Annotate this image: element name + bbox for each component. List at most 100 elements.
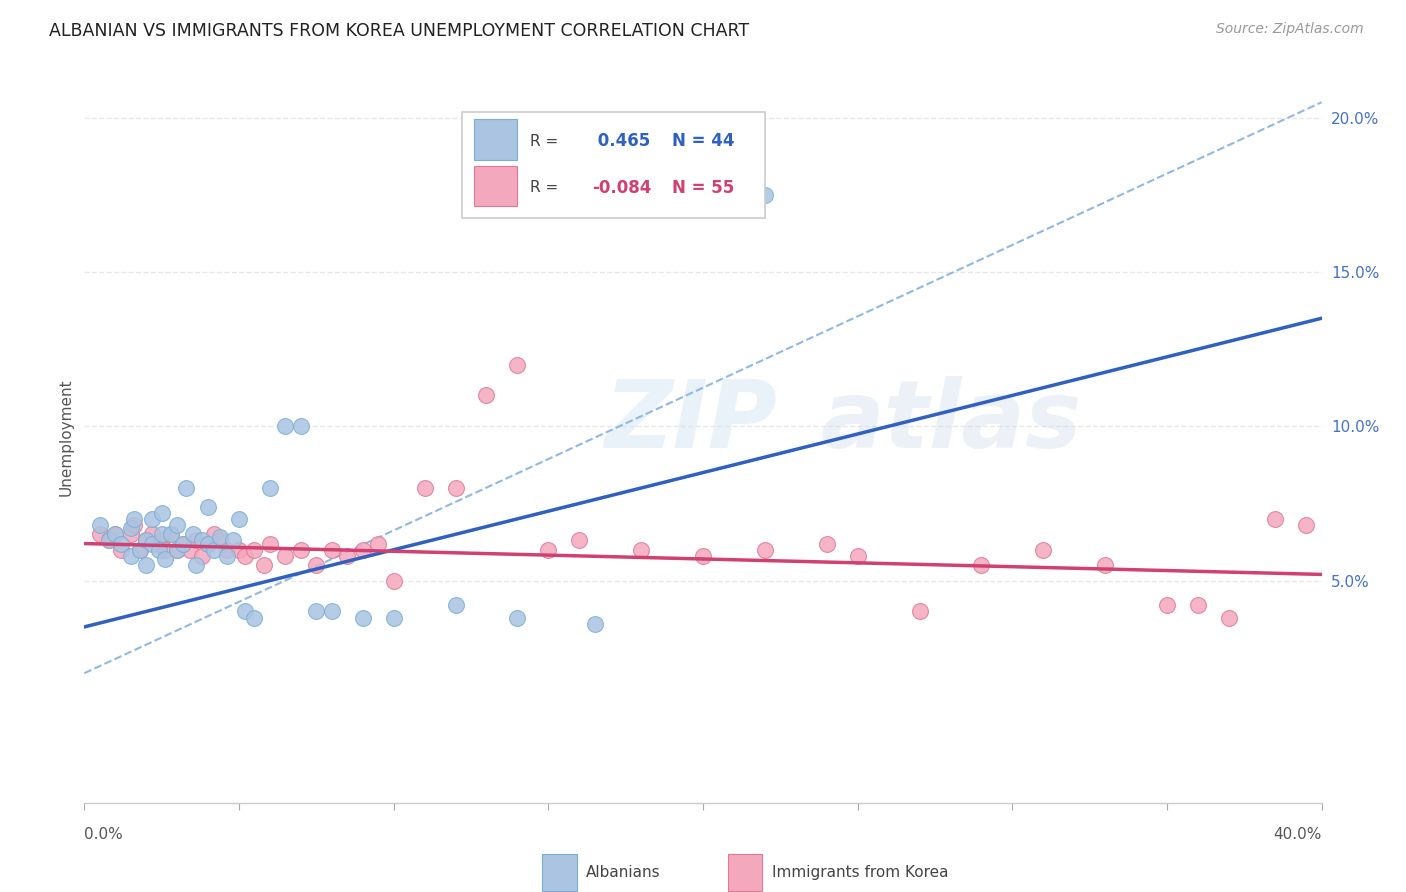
Point xyxy=(153,542,176,557)
Point xyxy=(506,610,529,624)
Point xyxy=(228,512,250,526)
Text: 0.0%: 0.0% xyxy=(84,828,124,842)
Point xyxy=(367,536,389,550)
Point xyxy=(166,518,188,533)
Point xyxy=(444,481,467,495)
Point xyxy=(1156,599,1178,613)
Point xyxy=(166,542,188,557)
Point xyxy=(215,549,238,563)
Point xyxy=(321,604,343,618)
Point xyxy=(1032,542,1054,557)
Point xyxy=(197,500,219,514)
FancyBboxPatch shape xyxy=(728,854,762,890)
Point xyxy=(1094,558,1116,573)
Point xyxy=(120,549,142,563)
Point xyxy=(141,536,163,550)
Text: Albanians: Albanians xyxy=(585,864,659,880)
Point xyxy=(290,419,312,434)
Point xyxy=(148,542,170,557)
Point xyxy=(290,542,312,557)
Point xyxy=(305,558,328,573)
Text: Immigrants from Korea: Immigrants from Korea xyxy=(772,864,949,880)
Point xyxy=(135,533,157,548)
Point xyxy=(630,542,652,557)
Point xyxy=(110,536,132,550)
Point xyxy=(382,610,405,624)
Point xyxy=(135,558,157,573)
Point xyxy=(89,518,111,533)
Point xyxy=(1264,512,1286,526)
Point xyxy=(382,574,405,588)
FancyBboxPatch shape xyxy=(474,166,517,206)
Point xyxy=(148,536,170,550)
Point xyxy=(321,542,343,557)
Point xyxy=(583,616,606,631)
Point xyxy=(150,533,173,548)
Point xyxy=(172,536,194,550)
Point xyxy=(135,533,157,548)
FancyBboxPatch shape xyxy=(543,854,576,890)
Point xyxy=(172,536,194,550)
Point xyxy=(233,604,256,618)
Point xyxy=(1187,599,1209,613)
Point xyxy=(104,527,127,541)
FancyBboxPatch shape xyxy=(461,112,765,218)
Point xyxy=(98,533,121,548)
Point xyxy=(122,518,145,533)
Point xyxy=(243,610,266,624)
Point xyxy=(191,533,214,548)
Y-axis label: Unemployment: Unemployment xyxy=(58,378,73,496)
Point xyxy=(202,542,225,557)
Point xyxy=(336,549,359,563)
Point xyxy=(202,527,225,541)
Point xyxy=(110,542,132,557)
Point xyxy=(209,533,232,548)
Point xyxy=(352,542,374,557)
Point xyxy=(908,604,931,618)
Point xyxy=(259,536,281,550)
Point xyxy=(129,542,152,557)
Point xyxy=(444,599,467,613)
Text: 0.465: 0.465 xyxy=(592,132,650,150)
Point xyxy=(153,552,176,566)
Point xyxy=(568,533,591,548)
Point xyxy=(243,542,266,557)
Text: -0.084: -0.084 xyxy=(592,179,651,197)
FancyBboxPatch shape xyxy=(474,120,517,160)
Point xyxy=(176,481,198,495)
Point xyxy=(1295,518,1317,533)
Point xyxy=(160,527,183,541)
Text: R =: R = xyxy=(530,180,558,195)
Point xyxy=(104,527,127,541)
Point xyxy=(150,527,173,541)
Point xyxy=(181,527,204,541)
Text: ZIP: ZIP xyxy=(605,376,778,468)
Point xyxy=(120,521,142,535)
Point xyxy=(209,530,232,544)
Point xyxy=(184,533,207,548)
Point xyxy=(537,542,560,557)
Point xyxy=(166,542,188,557)
Point xyxy=(253,558,276,573)
Text: □: □ xyxy=(548,860,572,884)
Point xyxy=(150,506,173,520)
Text: atlas: atlas xyxy=(821,376,1081,468)
Point xyxy=(692,549,714,563)
Point xyxy=(129,542,152,557)
Point xyxy=(215,542,238,557)
Point xyxy=(815,536,838,550)
Point xyxy=(222,533,245,548)
Point xyxy=(191,549,214,563)
Point xyxy=(89,527,111,541)
Text: R =: R = xyxy=(530,134,558,149)
Point xyxy=(122,512,145,526)
Point xyxy=(141,512,163,526)
Point xyxy=(274,549,297,563)
Point xyxy=(846,549,869,563)
Point xyxy=(413,481,436,495)
Point xyxy=(197,536,219,550)
Point xyxy=(754,542,776,557)
Text: Source: ZipAtlas.com: Source: ZipAtlas.com xyxy=(1216,22,1364,37)
Text: N = 55: N = 55 xyxy=(672,179,734,197)
Point xyxy=(120,527,142,541)
